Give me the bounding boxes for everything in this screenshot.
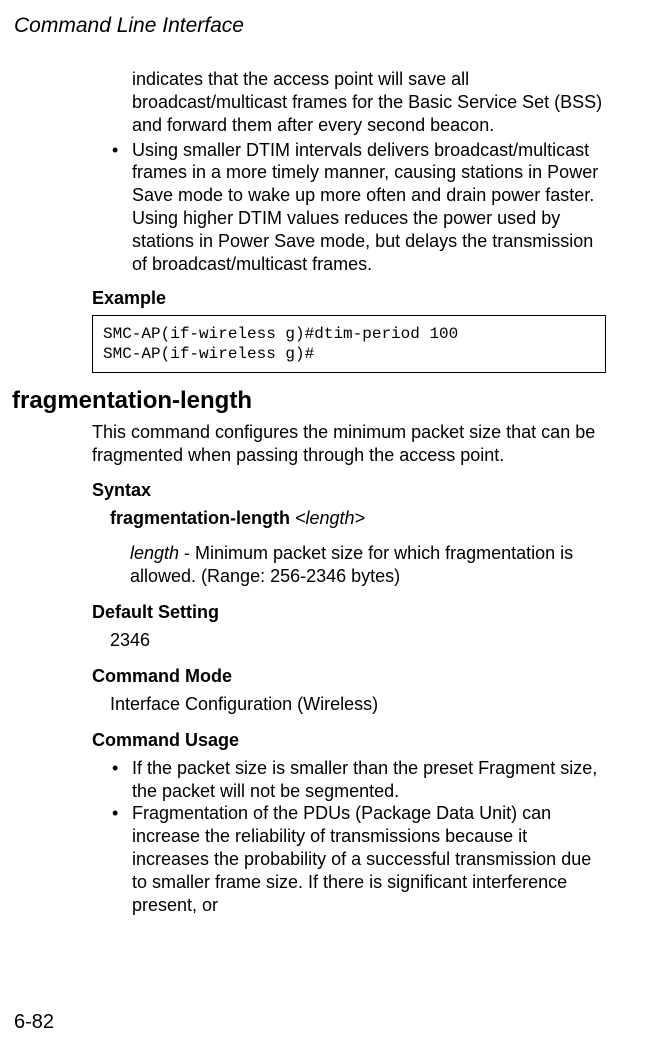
default-value: 2346 bbox=[52, 629, 606, 652]
example-heading: Example bbox=[52, 288, 606, 309]
bullet-glyph: • bbox=[112, 757, 132, 780]
bullet-glyph: • bbox=[112, 139, 132, 162]
syntax-line: fragmentation-length <length> bbox=[52, 507, 606, 530]
syntax-param: length - Minimum packet size for which f… bbox=[52, 542, 606, 588]
continuation-paragraph: indicates that the access point will sav… bbox=[132, 68, 606, 137]
bullet-item: • Fragmentation of the PDUs (Package Dat… bbox=[112, 802, 606, 916]
section-title: fragmentation-length bbox=[12, 387, 606, 415]
bullet-item: • Using smaller DTIM intervals delivers … bbox=[112, 139, 606, 276]
page-number: 6-82 bbox=[14, 1011, 54, 1034]
syntax-cmd: fragmentation-length bbox=[110, 508, 295, 528]
bullet-glyph: • bbox=[112, 802, 132, 825]
usage-bullets: • If the packet size is smaller than the… bbox=[52, 757, 606, 917]
page: Command Line Interface indicates that th… bbox=[0, 0, 658, 1052]
syntax-arg: <length> bbox=[295, 508, 365, 528]
bullet-item: • If the packet size is smaller than the… bbox=[112, 757, 606, 803]
param-name: length bbox=[130, 543, 179, 563]
usage-heading: Command Usage bbox=[52, 730, 606, 751]
running-header: Command Line Interface bbox=[0, 0, 658, 38]
bullet-text: Using smaller DTIM intervals delivers br… bbox=[132, 139, 606, 276]
default-heading: Default Setting bbox=[52, 602, 606, 623]
bullet-text: If the packet size is smaller than the p… bbox=[132, 757, 606, 803]
continuation-paragraph-block: indicates that the access point will sav… bbox=[52, 68, 606, 276]
section-description: This command configures the minimum pack… bbox=[52, 421, 606, 467]
example-code-box: SMC-AP(if-wireless g)#dtim-period 100 SM… bbox=[92, 315, 606, 373]
bullet-text: Fragmentation of the PDUs (Package Data … bbox=[132, 802, 606, 916]
content-block: indicates that the access point will sav… bbox=[0, 38, 658, 917]
mode-heading: Command Mode bbox=[52, 666, 606, 687]
syntax-heading: Syntax bbox=[52, 480, 606, 501]
mode-value: Interface Configuration (Wireless) bbox=[52, 693, 606, 716]
param-desc: - Minimum packet size for which fragment… bbox=[130, 543, 573, 586]
